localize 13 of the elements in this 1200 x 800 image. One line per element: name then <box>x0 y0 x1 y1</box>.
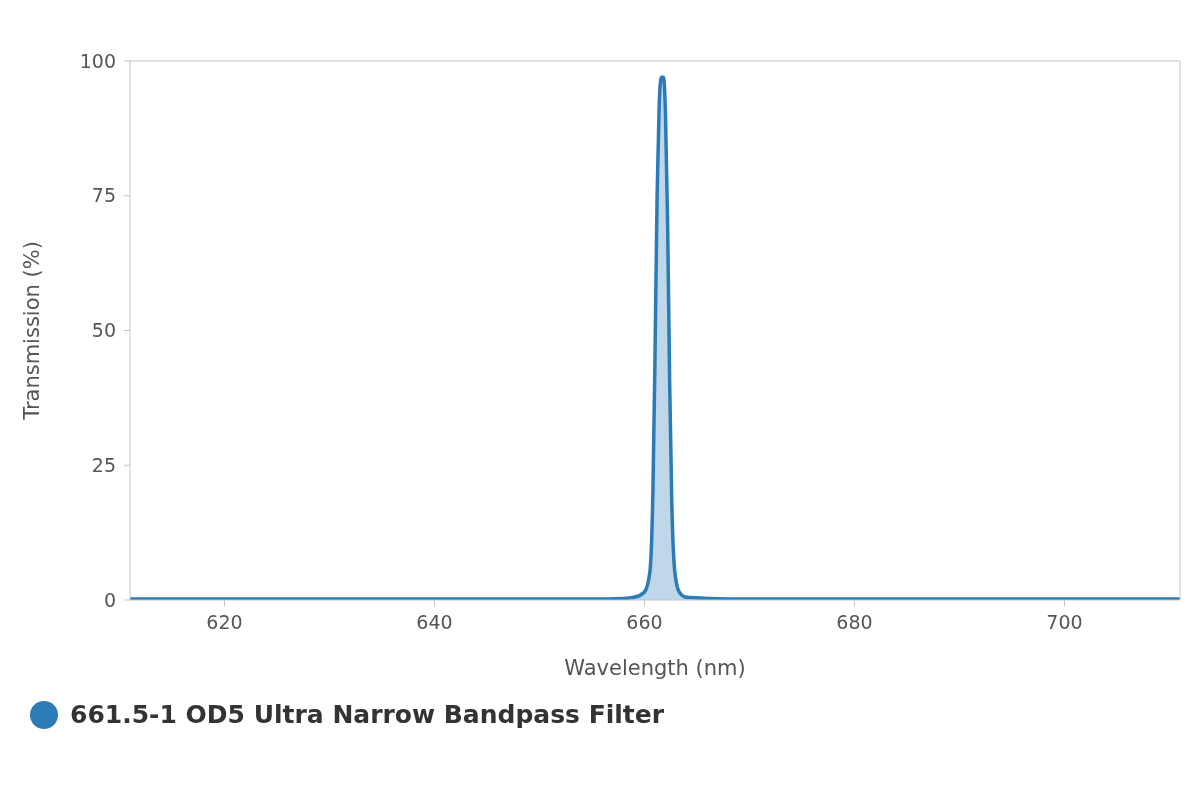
x-tick-label: 700 <box>1046 611 1083 634</box>
x-tick-label: 660 <box>626 611 663 634</box>
y-tick-label: 0 <box>103 588 116 611</box>
y-tick-label: 25 <box>91 453 116 476</box>
x-tick-label: 680 <box>836 611 873 634</box>
x-axis-title: Wavelength (nm) <box>564 656 746 680</box>
legend-label: 661.5-1 OD5 Ultra Narrow Bandpass Filter <box>70 700 665 729</box>
y-tick-label: 100 <box>79 49 116 72</box>
y-tick-label: 50 <box>91 319 116 342</box>
x-tick-label: 620 <box>206 611 243 634</box>
y-tick-label: 75 <box>91 184 116 207</box>
y-axis-title: Transmission (%) <box>20 241 45 421</box>
x-tick-label: 640 <box>416 611 453 634</box>
